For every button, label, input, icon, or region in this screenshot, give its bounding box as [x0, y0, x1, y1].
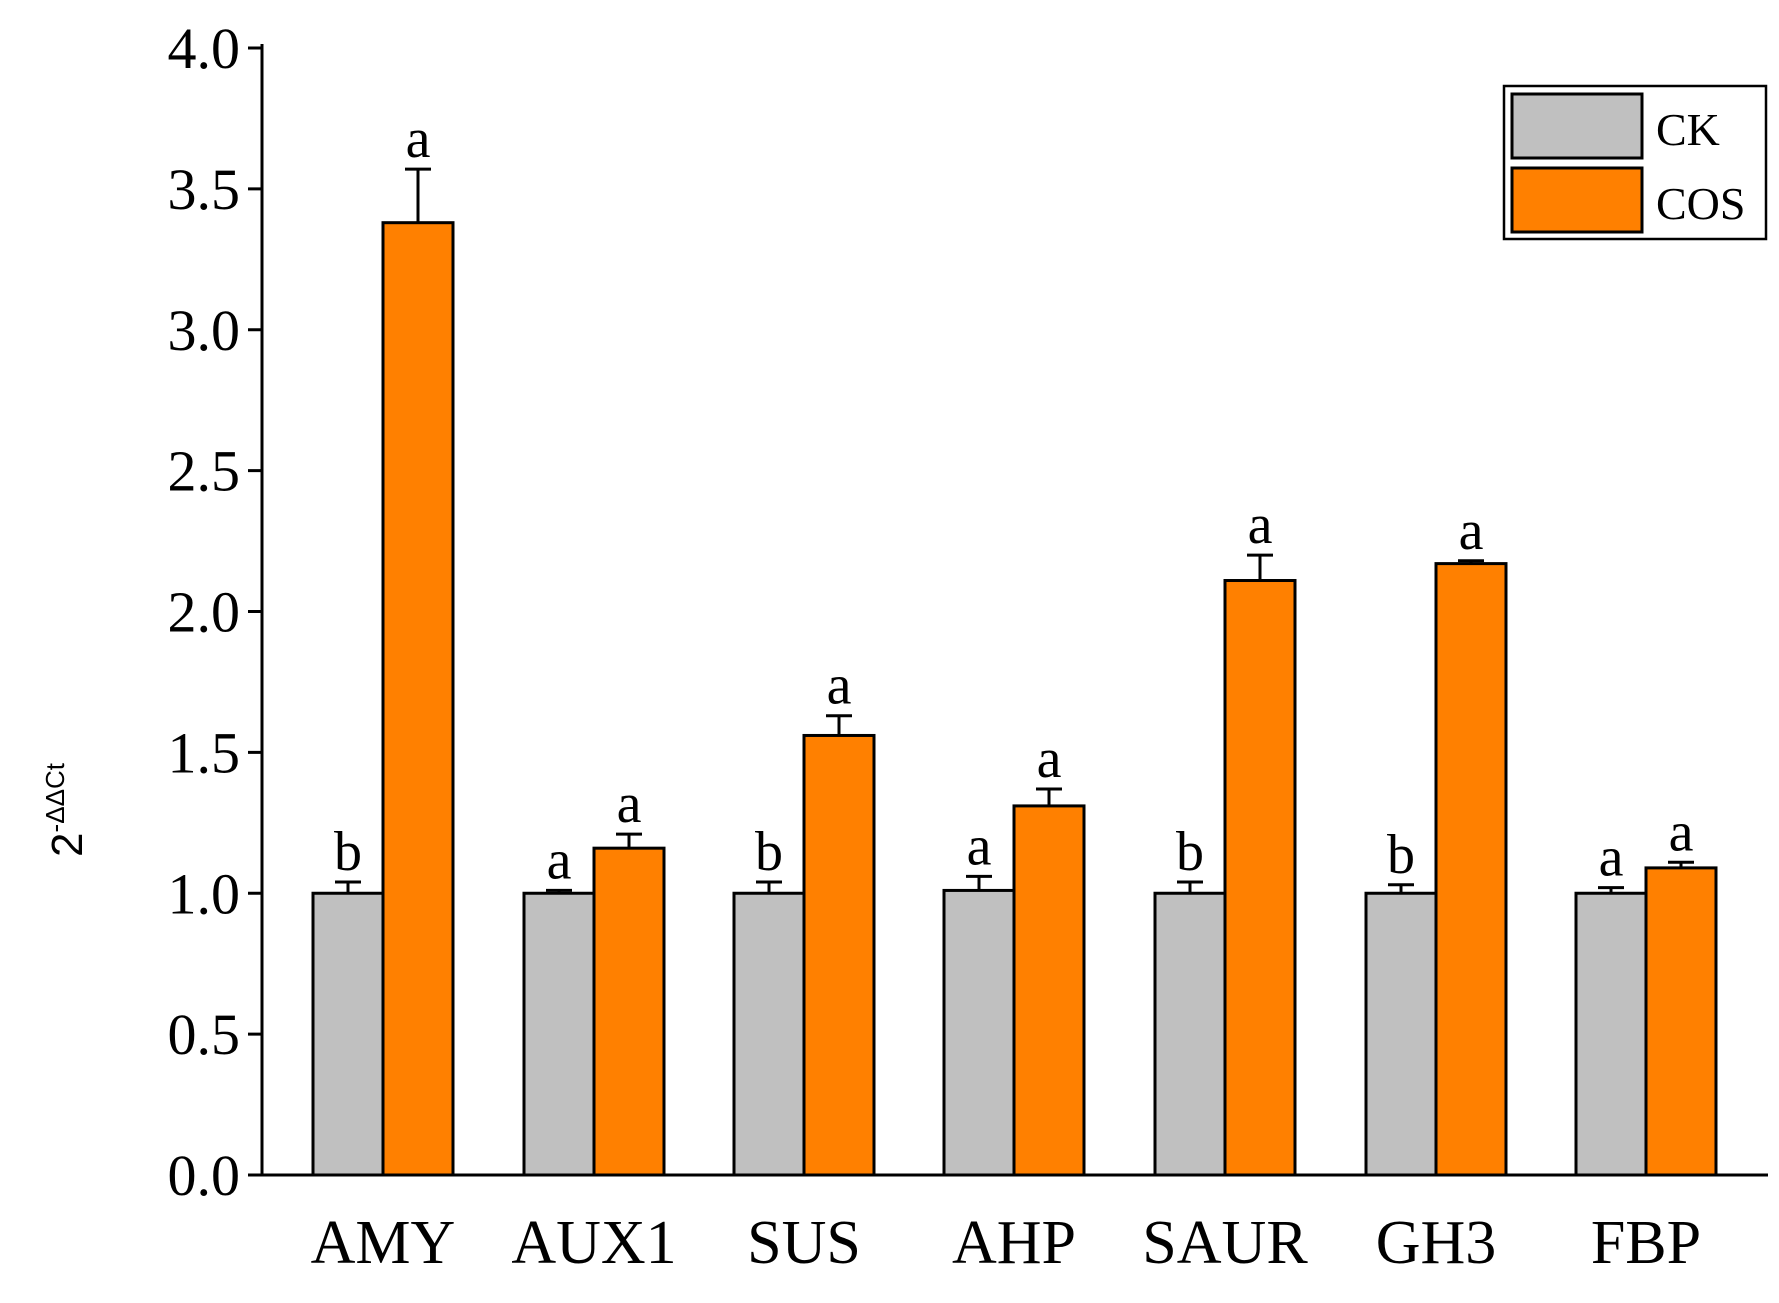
bar-ck-gh3: [1364, 891, 1438, 1177]
bar-ck-ahp: [942, 888, 1016, 1177]
significance-letter: a: [827, 655, 852, 717]
significance-letter: a: [1248, 494, 1273, 556]
y-tick-label: 1.0: [168, 861, 241, 926]
significance-letter: b: [1176, 821, 1204, 883]
bar-cos-ahp: [1012, 804, 1086, 1177]
significance-letter: a: [406, 108, 431, 170]
significance-letter: a: [1037, 728, 1062, 790]
bar-cos-sus: [802, 733, 876, 1177]
bar-cos-saur: [1223, 579, 1297, 1177]
significance-letter: a: [547, 829, 572, 891]
significance-letter: a: [1669, 801, 1694, 863]
x-tick-label: AMY: [311, 1209, 456, 1277]
significance-letter: a: [1599, 827, 1624, 889]
x-tick-label: AUX1: [511, 1209, 676, 1277]
legend-label-ck: CK: [1656, 104, 1720, 155]
x-tick-label: GH3: [1376, 1209, 1497, 1277]
significance-letter: b: [1387, 824, 1415, 886]
significance-letter: b: [334, 821, 362, 883]
y-tick-label: 3.0: [168, 298, 241, 363]
bar-cos-amy: [381, 221, 455, 1177]
y-tick-label: 2.5: [168, 439, 241, 504]
bar-cos-gh3: [1434, 562, 1508, 1177]
x-tick-label: AHP: [952, 1209, 1076, 1277]
y-tick-label: 0.0: [168, 1143, 241, 1208]
y-tick-label: 1.5: [168, 720, 241, 785]
y-tick-label: 3.5: [168, 157, 241, 222]
significance-letter: a: [967, 815, 992, 877]
y-tick-label: 4.0: [168, 16, 241, 81]
bar-cos-aux1: [592, 846, 666, 1177]
legend-swatch-ck: [1510, 92, 1644, 160]
y-axis-label-exponent: -ΔΔCt: [40, 762, 70, 832]
bar-ck-aux1: [522, 891, 596, 1177]
significance-letter: b: [755, 821, 783, 883]
bar-ck-sus: [732, 891, 806, 1177]
legend: CK COS: [1502, 84, 1768, 241]
significance-letter: a: [617, 773, 642, 835]
x-tick-label: SAUR: [1142, 1209, 1308, 1277]
x-tick-label: SUS: [747, 1209, 861, 1277]
x-tick-label: FBP: [1591, 1209, 1701, 1277]
y-axis-label: 2-ΔΔCt: [40, 762, 92, 857]
significance-letter: a: [1459, 500, 1484, 562]
legend-swatch-cos: [1510, 166, 1644, 234]
bar-ck-fbp: [1574, 891, 1648, 1177]
y-axis-label-base: 2: [43, 832, 92, 856]
x-axis: AMY AUX1 SUS AHP SAUR GH3 FBP: [262, 1173, 1768, 1277]
bar-ck-amy: [311, 891, 385, 1177]
bar-ck-saur: [1153, 891, 1227, 1177]
y-tick-label: 2.0: [168, 580, 241, 645]
y-axis: 0.0 0.5 1.0 1.5 2.0 2.5 3.0 3.5 4.0: [168, 16, 264, 1208]
bar-cos-fbp: [1644, 866, 1718, 1177]
legend-label-cos: COS: [1656, 178, 1745, 229]
y-tick-label: 0.5: [168, 1002, 241, 1067]
